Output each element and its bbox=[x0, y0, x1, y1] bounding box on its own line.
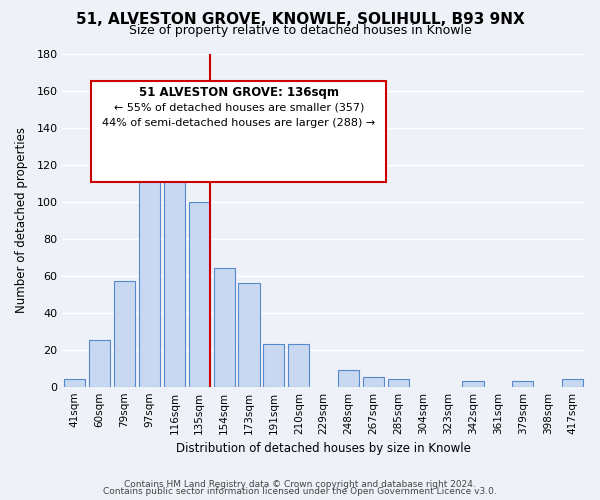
Bar bbox=[89, 340, 110, 386]
Bar bbox=[263, 344, 284, 387]
Bar bbox=[188, 202, 210, 386]
Bar bbox=[114, 282, 135, 387]
Bar bbox=[463, 381, 484, 386]
Text: Contains public sector information licensed under the Open Government Licence v3: Contains public sector information licen… bbox=[103, 487, 497, 496]
X-axis label: Distribution of detached houses by size in Knowle: Distribution of detached houses by size … bbox=[176, 442, 471, 455]
Bar bbox=[288, 344, 310, 387]
Text: Contains HM Land Registry data © Crown copyright and database right 2024.: Contains HM Land Registry data © Crown c… bbox=[124, 480, 476, 489]
Text: Size of property relative to detached houses in Knowle: Size of property relative to detached ho… bbox=[128, 24, 472, 37]
Bar bbox=[64, 380, 85, 386]
Text: ← 55% of detached houses are smaller (357): ← 55% of detached houses are smaller (35… bbox=[114, 102, 364, 112]
Y-axis label: Number of detached properties: Number of detached properties bbox=[15, 128, 28, 314]
Bar bbox=[388, 380, 409, 386]
Bar bbox=[164, 158, 185, 386]
Bar bbox=[562, 380, 583, 386]
Text: 44% of semi-detached houses are larger (288) →: 44% of semi-detached houses are larger (… bbox=[103, 118, 376, 128]
Bar bbox=[338, 370, 359, 386]
Text: 51 ALVESTON GROVE: 136sqm: 51 ALVESTON GROVE: 136sqm bbox=[139, 86, 339, 98]
Bar bbox=[512, 381, 533, 386]
Bar bbox=[139, 117, 160, 386]
Bar bbox=[363, 378, 384, 386]
Bar bbox=[238, 283, 260, 387]
Text: 51, ALVESTON GROVE, KNOWLE, SOLIHULL, B93 9NX: 51, ALVESTON GROVE, KNOWLE, SOLIHULL, B9… bbox=[76, 12, 524, 28]
FancyBboxPatch shape bbox=[91, 80, 386, 182]
Bar bbox=[214, 268, 235, 386]
